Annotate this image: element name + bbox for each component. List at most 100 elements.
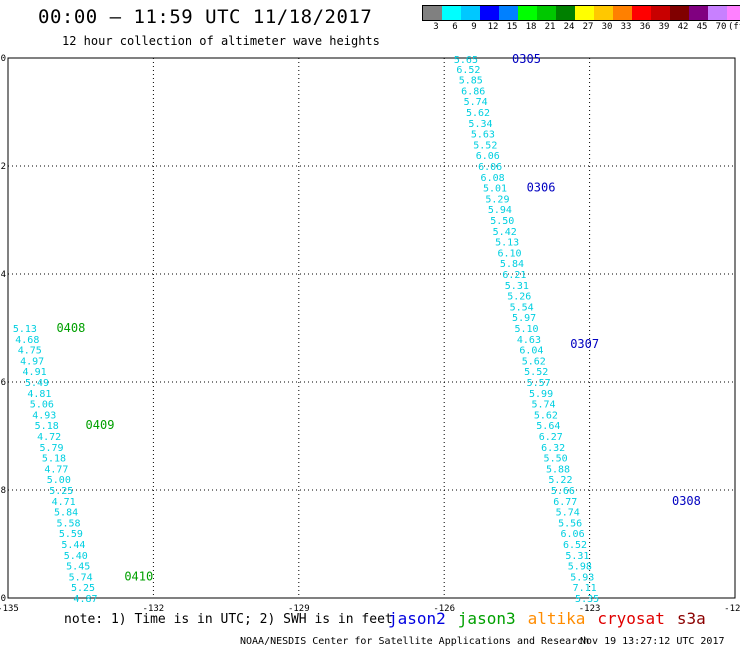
- wave-height-value: 4.75: [18, 346, 42, 357]
- wave-height-value: 5.85: [459, 76, 483, 87]
- wave-height-value: 5.74: [464, 97, 488, 108]
- color-scale-label: 3: [433, 22, 439, 32]
- longitude-tick-label: -129: [288, 604, 310, 614]
- wave-height-value: 6.52: [456, 65, 480, 76]
- satellite-legend-altika: altika: [527, 609, 586, 628]
- pass-time-label: 0408: [56, 321, 85, 335]
- wave-height-value: 4.93: [32, 410, 56, 421]
- wave-height-value: 5.31: [565, 551, 589, 562]
- color-swatch: [594, 6, 613, 20]
- color-swatch: [613, 6, 632, 20]
- longitude-tick-label: -132: [143, 604, 165, 614]
- wave-height-value: 5.00: [47, 475, 71, 486]
- color-scale-label: 45: [696, 22, 708, 32]
- wave-height-value: 5.52: [524, 367, 548, 378]
- color-scale-label: 70: [715, 22, 727, 32]
- wave-height-value: 5.06: [30, 400, 54, 411]
- wave-height-value: 6.06: [476, 151, 500, 162]
- color-scale-label: 12: [487, 22, 499, 32]
- color-swatch: [537, 6, 556, 20]
- color-swatch: [689, 6, 708, 20]
- wave-height-value: 5.98: [568, 562, 592, 573]
- wave-height-value: 6.52: [563, 540, 587, 551]
- wave-height-value: 6.32: [541, 443, 565, 454]
- color-scale-label: 27: [582, 22, 594, 32]
- wave-height-value: 4.81: [27, 389, 51, 400]
- wave-height-value: 5.62: [534, 410, 558, 421]
- color-swatch: [556, 6, 575, 20]
- wave-height-value: 4.91: [23, 367, 47, 378]
- wave-height-value: 5.74: [531, 400, 555, 411]
- wave-height-value: 5.66: [551, 486, 575, 497]
- longitude-tick-label: -126: [433, 604, 455, 614]
- latitude-tick-label: -8: [0, 486, 6, 496]
- wave-height-value: 6.04: [519, 346, 543, 357]
- color-swatch: [518, 6, 537, 20]
- wave-height-value: 5.01: [483, 184, 507, 195]
- wave-height-value: 7.11: [573, 583, 597, 594]
- page-subtitle: 12 hour collection of altimeter wave hei…: [62, 34, 380, 48]
- page-title: 00:00 – 11:59 UTC 11/18/2017: [38, 6, 373, 28]
- wave-height-value: 6.08: [481, 173, 505, 184]
- color-scale-label: 6: [452, 22, 458, 32]
- wave-height-value: 6.77: [553, 497, 577, 508]
- color-scale-label: 9: [471, 22, 477, 32]
- credit-line: NOAA/NESDIS Center for Satellite Applica…: [240, 636, 590, 647]
- pass-time-label: 0308: [672, 494, 701, 508]
- wave-height-value: 5.50: [490, 216, 514, 227]
- wave-height-value: 5.22: [548, 475, 572, 486]
- longitude-tick-label: -123: [579, 604, 601, 614]
- wave-height-value: 6.86: [461, 86, 485, 97]
- color-scale-label: 30: [601, 22, 613, 32]
- color-swatch: [670, 6, 689, 20]
- wave-height-value: 5.52: [473, 140, 497, 151]
- wave-height-value: 5.97: [512, 313, 536, 324]
- color-swatch: [632, 6, 651, 20]
- wave-height-value: 5.84: [500, 259, 524, 270]
- pass-time-label: 0306: [527, 181, 556, 195]
- wave-height-value: 5.59: [59, 529, 83, 540]
- pass-time-label: 0307: [570, 337, 599, 351]
- color-scale-label: 33: [620, 22, 632, 32]
- color-scale-label: 21: [544, 22, 556, 32]
- satellite-legend-cryosat: cryosat: [597, 609, 665, 628]
- satellite-legend-jason2: jason2: [388, 609, 446, 628]
- wave-height-value: 5.88: [546, 464, 570, 475]
- wave-height-value: 5.25: [71, 583, 95, 594]
- wave-height-value: 5.94: [488, 205, 512, 216]
- pass-time-label: 0305: [512, 52, 541, 66]
- wave-height-value: 5.65: [454, 55, 478, 66]
- satellite-legend-jason3: jason3: [457, 609, 516, 628]
- wave-height-value: 6.21: [502, 270, 526, 281]
- wave-height-value: 5.74: [556, 508, 580, 519]
- wave-height-value: 5.35: [575, 594, 599, 605]
- satellite-legend-s3a: s3a: [676, 609, 706, 628]
- wave-height-value: 5.56: [558, 518, 582, 529]
- wave-height-value: 5.84: [54, 508, 78, 519]
- wave-height-value: 5.42: [493, 227, 517, 238]
- wave-height-value: 6.06: [561, 529, 585, 540]
- wave-height-value: 5.58: [56, 518, 80, 529]
- color-swatch: [461, 6, 480, 20]
- wave-height-value: 5.64: [536, 421, 560, 432]
- wave-height-value: 5.26: [507, 292, 531, 303]
- latitude-tick-label: 0: [1, 54, 6, 64]
- color-scale-label: 36: [639, 22, 651, 32]
- color-swatch: [480, 6, 499, 20]
- wave-height-value: 4.72: [37, 432, 61, 443]
- wave-height-value: 5.93: [570, 572, 594, 583]
- color-swatch: [651, 6, 670, 20]
- latitude-tick-label: -4: [0, 270, 6, 280]
- color-scale-label: 42: [677, 22, 689, 32]
- wave-height-value: 4.77: [44, 464, 68, 475]
- wave-height-value: 6.27: [539, 432, 563, 443]
- color-swatch: [708, 6, 727, 20]
- wave-height-value: 5.79: [40, 443, 64, 454]
- wave-height-value: 5.74: [69, 572, 93, 583]
- satellite-legend: jason2 jason3 altika cryosat s3a: [388, 609, 718, 628]
- map-frame: [7, 57, 736, 599]
- wave-height-value: 5.49: [25, 378, 49, 389]
- wave-height-value: 5.34: [468, 119, 492, 130]
- color-scale-label: 24: [563, 22, 575, 32]
- wave-height-value: 5.25: [49, 486, 73, 497]
